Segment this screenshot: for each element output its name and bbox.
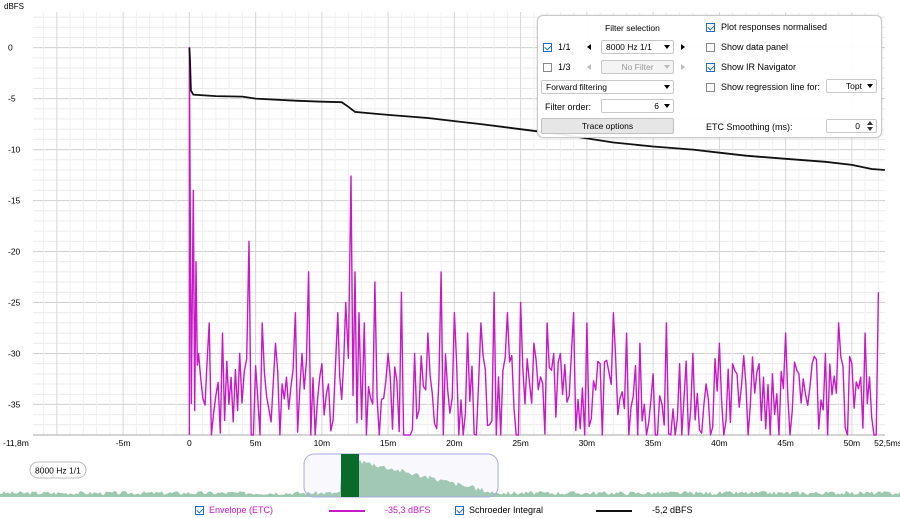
- x-tick-label: 50m: [844, 438, 861, 448]
- filter-1-3-prev-icon[interactable]: [587, 64, 591, 70]
- filter-order-select[interactable]: 6: [601, 99, 674, 113]
- chevron-down-icon: [664, 65, 670, 69]
- x-axis: -11,8m -5m 0 5m 10m 15m 20m 25m 30m 35m 40m 45m 50m 5…: [3, 438, 900, 448]
- envelope-legend-checkbox[interactable]: [195, 506, 204, 515]
- x-tick-label: -5m: [116, 438, 131, 448]
- x-tick-label: 25m: [512, 438, 529, 448]
- navigator-waveform: [0, 455, 900, 497]
- show-data-panel-label: Show data panel: [721, 42, 789, 52]
- show-data-panel-checkbox[interactable]: [706, 43, 715, 52]
- y-tick-label: -35: [8, 399, 21, 409]
- x-tick-label: 5m: [250, 438, 262, 448]
- x-tick-label: 45m: [777, 438, 794, 448]
- ir-navigator[interactable]: 8000 Hz 1/1: [0, 452, 900, 502]
- envelope-legend-value: -35,3 dBFS: [385, 505, 431, 515]
- schroeder-legend-checkbox[interactable]: [455, 506, 464, 515]
- etc-smoothing-stepper[interactable]: 0: [826, 119, 877, 133]
- x-tick-label: 20m: [446, 438, 463, 448]
- schroeder-legend-label: Schroeder Integral: [469, 505, 544, 515]
- y-tick-label: -25: [8, 297, 21, 307]
- filter-1-3-next-icon[interactable]: [681, 64, 685, 70]
- show-ir-navigator-checkbox[interactable]: [706, 63, 715, 72]
- schroeder-legend-value: -5,2 dBFS: [652, 505, 693, 515]
- navigator-waveform-fill: [0, 455, 900, 497]
- schroeder-integral-series: [188, 47, 886, 171]
- navigator-label-box: [29, 461, 87, 479]
- show-regression-label: Show regression line for:: [721, 82, 821, 92]
- x-tick-label: 15m: [380, 438, 397, 448]
- plot-normalised-label: Plot responses normalised: [721, 22, 828, 32]
- filter-1-1-checkbox[interactable]: [543, 43, 552, 52]
- x-tick-label: 52,5ms: [874, 438, 900, 448]
- x-tick-label: 10m: [314, 438, 331, 448]
- regression-select[interactable]: Topt: [826, 79, 877, 93]
- x-tick-label: 40m: [711, 438, 728, 448]
- filtering-mode-select[interactable]: Forward filtering: [541, 80, 674, 94]
- plot-normalised-checkbox[interactable]: [706, 23, 715, 32]
- navigator-view-window[interactable]: [303, 453, 499, 498]
- chevron-down-icon: [867, 84, 873, 88]
- y-tick-label: -15: [8, 196, 21, 206]
- filter-order-label: Filter order:: [545, 102, 592, 112]
- filter-1-3-checkbox[interactable]: [543, 63, 552, 72]
- x-tick-label: 0: [187, 438, 192, 448]
- show-regression-checkbox[interactable]: [706, 83, 715, 92]
- envelope-etc-series: [188, 46, 880, 436]
- chevron-down-icon: [664, 45, 670, 49]
- filter-1-1-label: 1/1: [558, 42, 571, 52]
- envelope-legend-swatch: [329, 510, 365, 512]
- filter-1-3-select[interactable]: No Filter: [601, 60, 674, 74]
- y-tick-label: -20: [8, 247, 21, 257]
- navigator-label: 8000 Hz 1/1: [35, 466, 81, 476]
- stepper-icon[interactable]: [866, 121, 874, 131]
- x-tick-label: 30m: [579, 438, 596, 448]
- y-tick-label: 0: [8, 43, 13, 53]
- envelope-legend-label: Envelope (ETC): [209, 505, 274, 515]
- y-tick-label: -30: [8, 348, 21, 358]
- control-panel: Filter selection 1/1 8000 Hz 1/1 1/3 No …: [537, 15, 882, 138]
- legend: Envelope (ETC) -35,3 dBFS Schroeder Inte…: [0, 502, 900, 518]
- schroeder-integral-line: [188, 47, 886, 171]
- filter-1-3-label: 1/3: [558, 62, 571, 72]
- filter-1-1-prev-icon[interactable]: [587, 44, 591, 50]
- y-tick-label: -5: [8, 94, 16, 104]
- show-ir-navigator-label: Show IR Navigator: [721, 62, 797, 72]
- filter-1-1-next-icon[interactable]: [681, 44, 685, 50]
- envelope-etc-line: [188, 46, 880, 436]
- x-tick-label: -11,8m: [3, 438, 29, 448]
- y-axis: 0 -5 -10 -15 -20 -25 -30 -35: [8, 43, 21, 410]
- y-axis-label: dBFS: [4, 2, 24, 11]
- y-tick-label: -10: [8, 145, 21, 155]
- x-tick-label: 35m: [645, 438, 662, 448]
- schroeder-legend-swatch: [596, 510, 632, 512]
- chevron-down-icon: [664, 104, 670, 108]
- filter-1-1-select[interactable]: 8000 Hz 1/1: [601, 40, 674, 54]
- filter-selection-title: Filter selection: [605, 23, 660, 33]
- etc-smoothing-label: ETC Smoothing (ms):: [706, 122, 793, 132]
- trace-options-button[interactable]: Trace options: [541, 118, 674, 134]
- navigator-selection[interactable]: [341, 454, 359, 497]
- chevron-down-icon: [664, 85, 670, 89]
